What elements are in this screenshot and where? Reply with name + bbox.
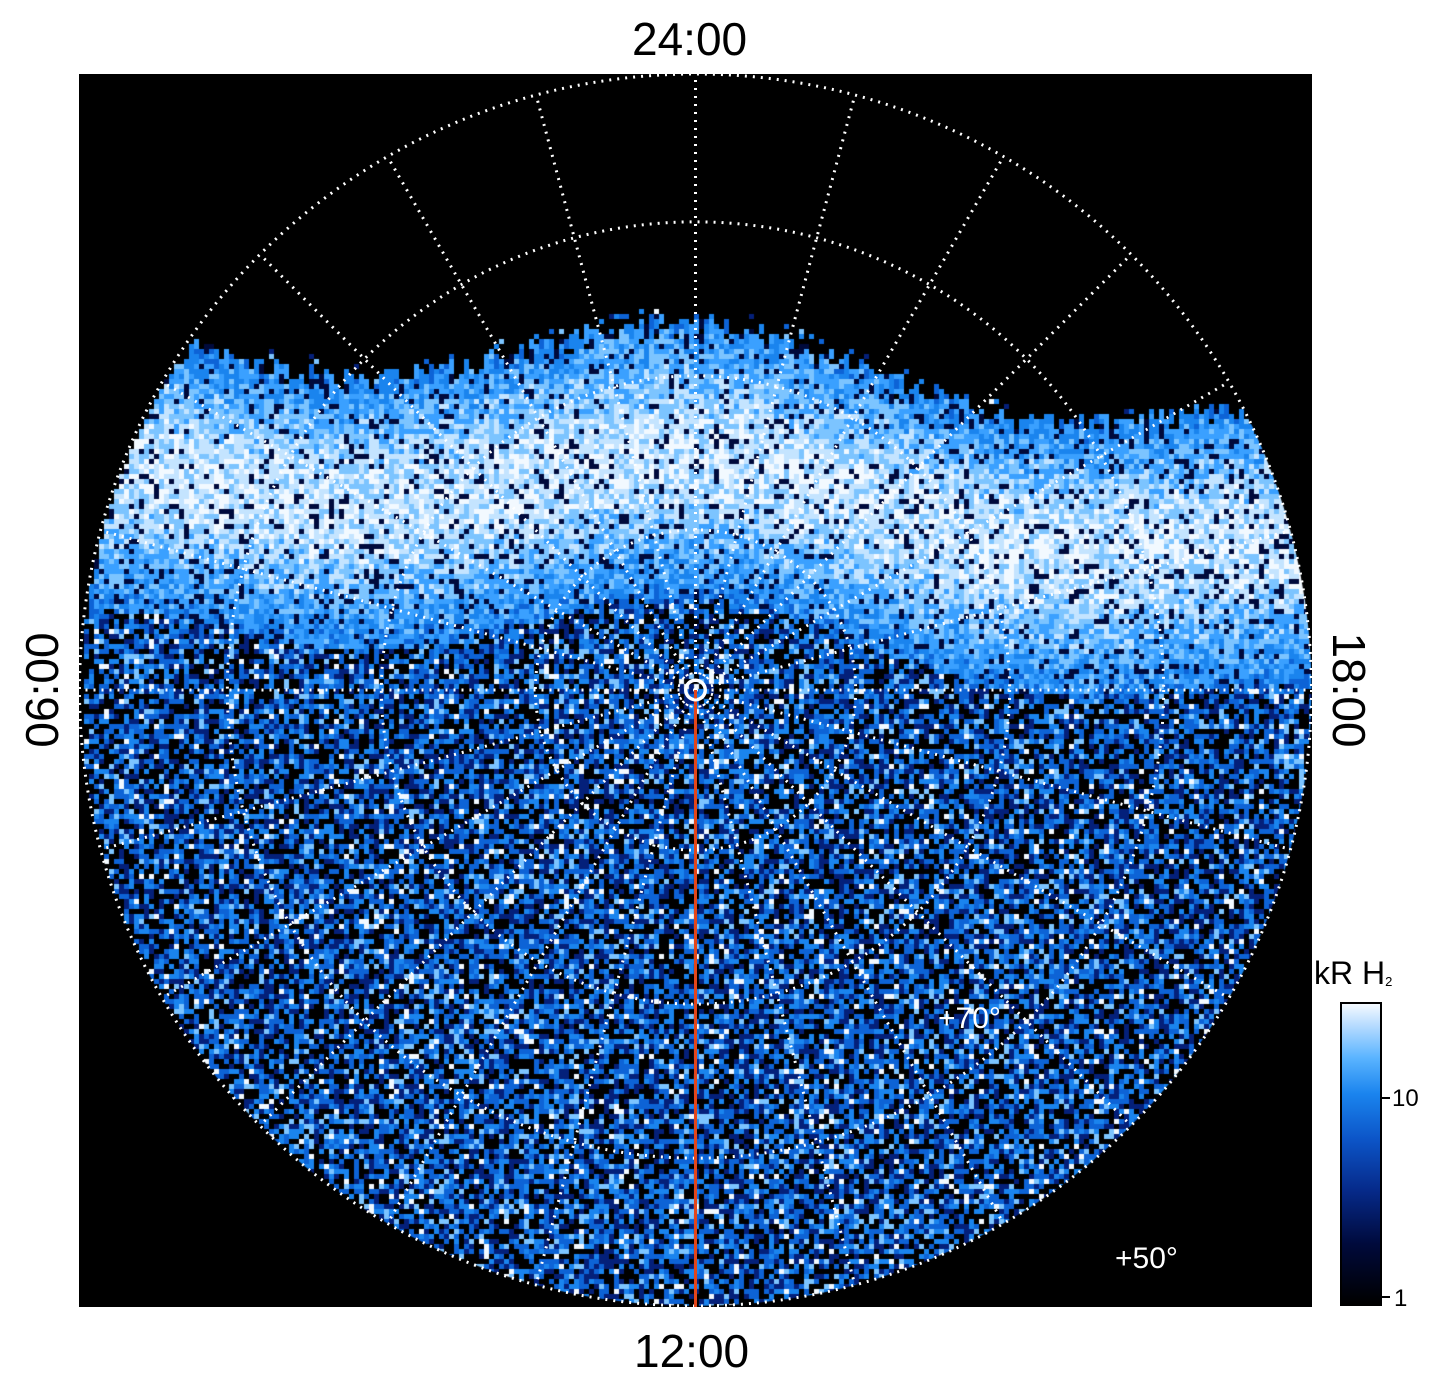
latitude-label-70: +70°	[938, 1002, 1001, 1035]
local-time-meridian	[694, 689, 1005, 1225]
colorbar-tick-label-10: 10	[1392, 1085, 1419, 1112]
local-time-meridian	[100, 688, 696, 851]
local-time-meridian	[695, 688, 1291, 851]
local-time-meridian	[695, 529, 1291, 692]
local-time-meridian	[534, 94, 697, 691]
colorbar-title: kR H2	[1314, 955, 1393, 991]
local-time-meridian	[258, 688, 697, 1127]
local-time-meridian	[694, 94, 857, 691]
latitude-longitude-grid	[79, 74, 1312, 1307]
latitude-circle	[225, 220, 1166, 1160]
local-time-label-right: 18:00	[1323, 632, 1375, 748]
local-time-meridian	[694, 380, 1230, 692]
local-time-label-bottom: 12:00	[634, 1325, 750, 1377]
local-time-label-top: 24:00	[632, 13, 748, 65]
polar-projection-plot: +70° +50°	[79, 74, 1312, 1307]
local-time-meridian	[694, 253, 1133, 692]
local-time-meridian	[694, 689, 857, 1286]
colorbar-tick-label-1: 1	[1394, 1285, 1408, 1312]
colorbar	[1340, 1002, 1382, 1306]
local-time-meridian	[694, 155, 1005, 691]
local-time-meridian	[694, 688, 1230, 1000]
local-time-meridian	[258, 253, 697, 692]
local-time-meridian	[100, 529, 696, 692]
local-time-meridian	[694, 688, 1133, 1127]
colorbar-tick-mark-10	[1382, 1097, 1390, 1099]
latitude-label-50: +50°	[1115, 1242, 1178, 1275]
local-time-meridian	[161, 380, 697, 692]
local-time-meridian	[386, 155, 697, 691]
local-time-label-left: 06:00	[16, 632, 68, 748]
colorbar-title-subscript: 2	[1385, 974, 1393, 989]
local-time-meridian	[386, 689, 697, 1225]
local-time-meridian	[161, 688, 697, 1000]
pole-marker	[684, 678, 707, 702]
latitude-circle	[379, 374, 1012, 1006]
latitude-circle	[79, 74, 1312, 1307]
colorbar-tick-mark-1	[1382, 1296, 1390, 1298]
local-time-meridian	[534, 689, 697, 1286]
